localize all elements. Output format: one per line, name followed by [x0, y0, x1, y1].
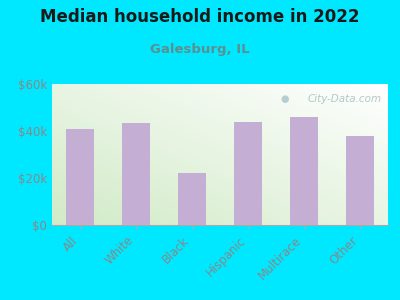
Text: City-Data.com: City-Data.com [307, 94, 381, 104]
Bar [346, 136, 374, 225]
Text: ●: ● [280, 94, 289, 104]
Bar [66, 129, 94, 225]
Bar [178, 173, 206, 225]
Text: Median household income in 2022: Median household income in 2022 [40, 8, 360, 26]
Bar [122, 123, 150, 225]
Text: Galesburg, IL: Galesburg, IL [150, 44, 250, 56]
Bar [234, 122, 262, 225]
Bar [290, 117, 318, 225]
